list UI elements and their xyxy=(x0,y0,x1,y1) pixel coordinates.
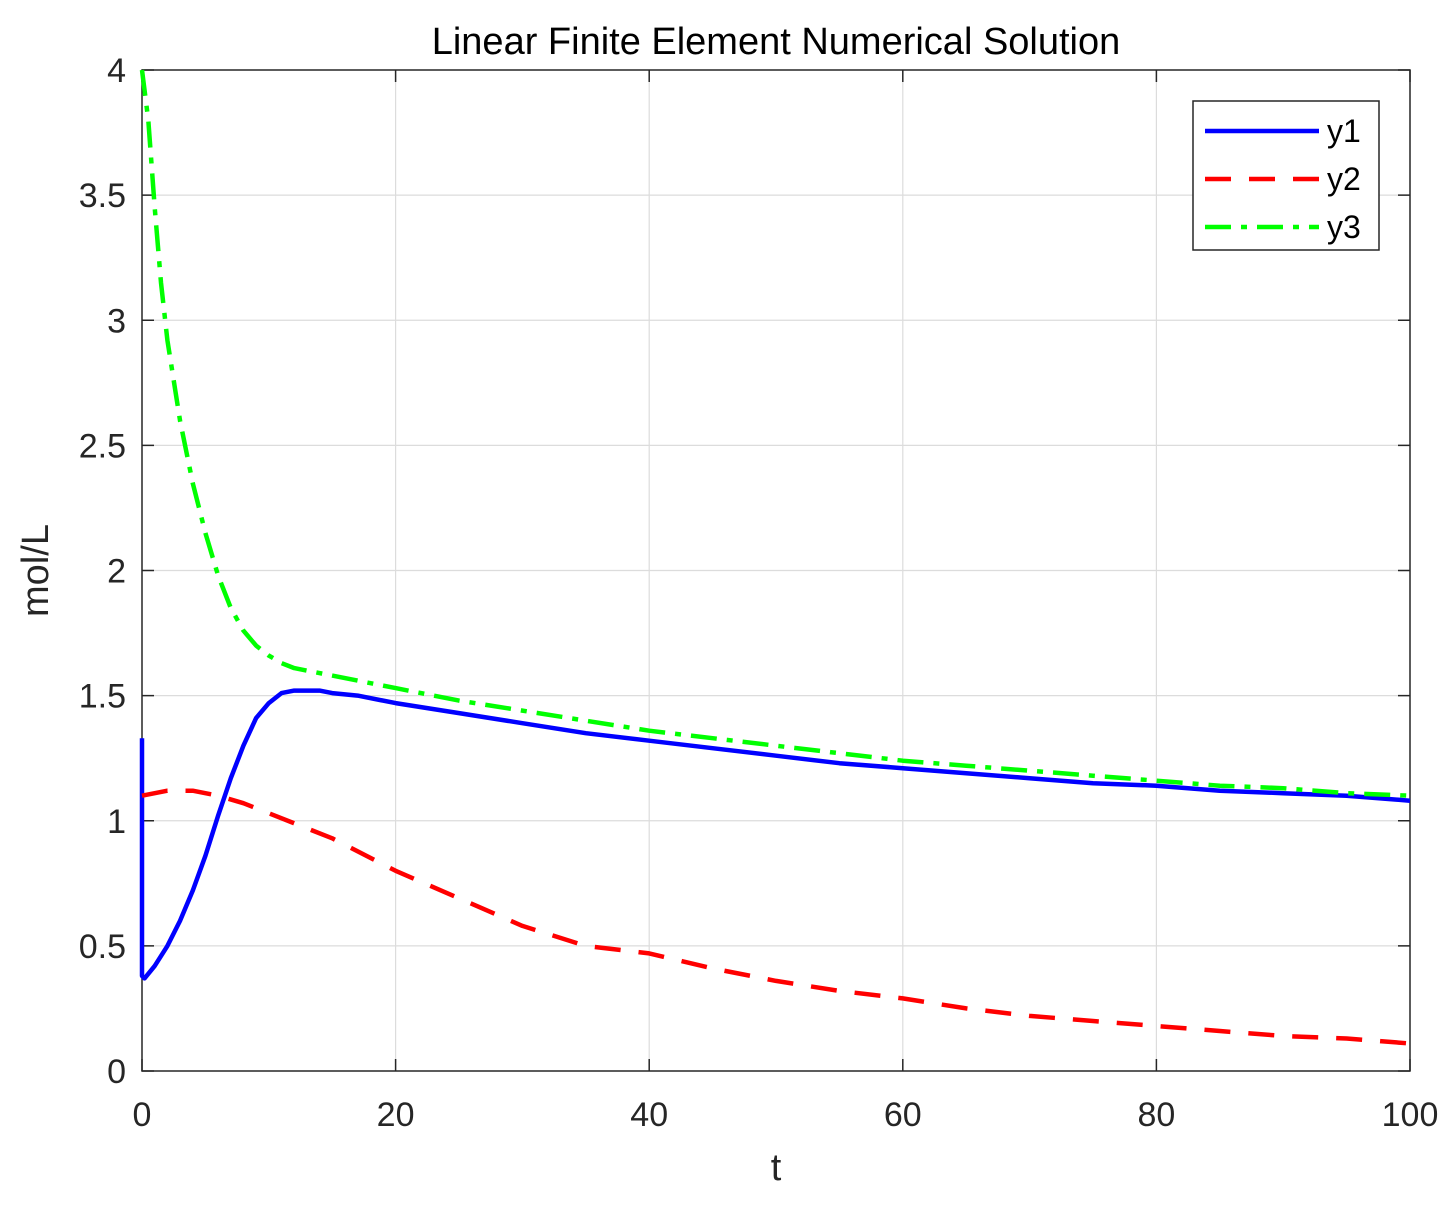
legend-label-y1: y1 xyxy=(1327,113,1361,149)
x-tick-label: 60 xyxy=(884,1096,922,1134)
series-line-y2 xyxy=(141,788,1411,1046)
x-tick-label: 40 xyxy=(630,1096,668,1134)
axis-ticks: 0 20 40 60 80 100 0 0.5 1 1.5 2 2.5 3 3.5 4 xyxy=(79,52,1439,1134)
legend-label-y2: y2 xyxy=(1327,161,1361,197)
y-tick-label: 4 xyxy=(107,52,126,90)
y-tick-label: 3.5 xyxy=(79,177,126,215)
x-axis-label: t xyxy=(771,1147,782,1189)
legend-label-y3: y3 xyxy=(1327,209,1361,245)
y-axis-label: mol/L xyxy=(15,524,57,617)
series-lines xyxy=(139,69,1411,1046)
y-tick-label: 2 xyxy=(107,553,126,591)
x-tick-label: 80 xyxy=(1137,1096,1175,1134)
x-tick-label: 20 xyxy=(377,1096,415,1134)
x-tick-label: 0 xyxy=(133,1096,152,1134)
legend: y1 y2 y3 xyxy=(1192,100,1380,251)
chart-title: Linear Finite Element Numerical Solution xyxy=(432,21,1121,63)
x-tick-label: 100 xyxy=(1382,1096,1439,1134)
y-tick-label: 0.5 xyxy=(79,928,126,966)
y-tick-label: 3 xyxy=(107,302,126,340)
y-tick-label: 0 xyxy=(107,1053,126,1091)
y-tick-label: 1.5 xyxy=(79,678,126,716)
y-tick-label: 1 xyxy=(107,803,126,841)
series-line-y1 xyxy=(139,688,1411,981)
y-tick-label: 2.5 xyxy=(79,427,126,465)
